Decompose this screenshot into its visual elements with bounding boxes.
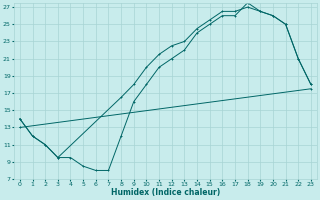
X-axis label: Humidex (Indice chaleur): Humidex (Indice chaleur) [111, 188, 220, 197]
